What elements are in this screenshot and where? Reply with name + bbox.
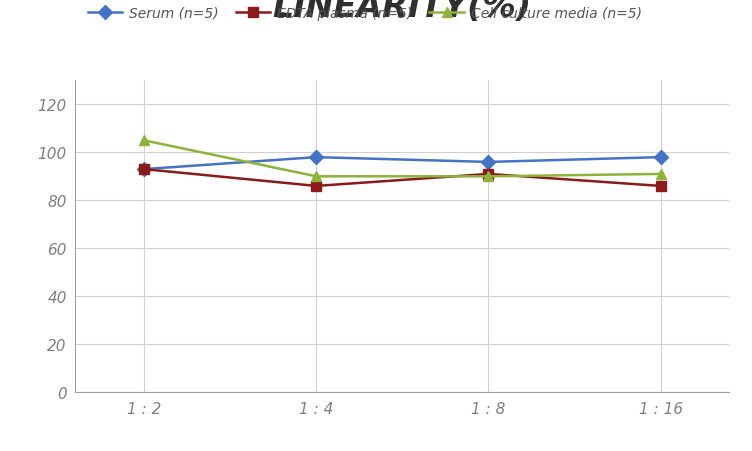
EDTA plasma (n=5): [140, 167, 149, 172]
Cell culture media (n=5): [140, 138, 149, 144]
Line: Serum (n=5): Serum (n=5): [139, 153, 666, 175]
Serum (n=5): [484, 160, 493, 165]
Legend: Serum (n=5), EDTA plasma (n=5), Cell culture media (n=5): Serum (n=5), EDTA plasma (n=5), Cell cul…: [82, 1, 647, 26]
Serum (n=5): [140, 167, 149, 172]
Line: EDTA plasma (n=5): EDTA plasma (n=5): [139, 165, 666, 191]
Line: Cell culture media (n=5): Cell culture media (n=5): [139, 136, 666, 182]
EDTA plasma (n=5): [484, 172, 493, 177]
Cell culture media (n=5): [484, 174, 493, 179]
Cell culture media (n=5): [656, 172, 665, 177]
EDTA plasma (n=5): [656, 184, 665, 189]
Cell culture media (n=5): [312, 174, 321, 179]
Title: LINEARITY(%): LINEARITY(%): [273, 0, 532, 24]
Serum (n=5): [656, 155, 665, 161]
EDTA plasma (n=5): [312, 184, 321, 189]
Serum (n=5): [312, 155, 321, 161]
